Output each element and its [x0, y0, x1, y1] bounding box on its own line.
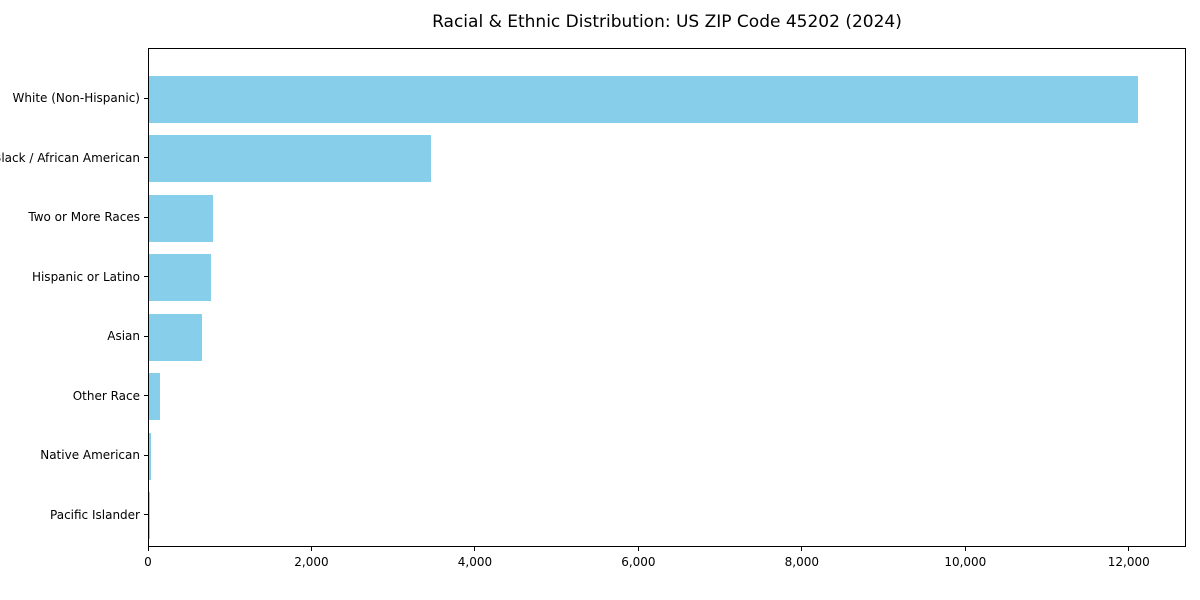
y-category-label: Pacific Islander: [50, 507, 140, 522]
x-tick-mark: [147, 547, 149, 551]
x-tick-label: 4,000: [457, 555, 493, 569]
bar-other-race: [149, 373, 160, 421]
x-tick-mark: [964, 547, 966, 551]
plot-area: [148, 48, 1186, 547]
x-tick-label: 10,000: [944, 555, 987, 569]
x-tick-label: 6,000: [621, 555, 656, 569]
x-tick-label: 12,000: [1107, 555, 1150, 569]
bar-white-non-hispanic: [149, 75, 1138, 123]
y-tick-mark: [144, 157, 148, 159]
bar-two-or-more-races: [149, 194, 213, 242]
y-category-label: Black / African American: [0, 150, 140, 165]
y-category-label: Native American: [40, 448, 140, 463]
bar-black-african-american: [149, 135, 431, 183]
x-tick-mark: [310, 547, 312, 551]
y-category-label: Asian: [107, 329, 140, 344]
y-category-label: Hispanic or Latino: [31, 269, 140, 284]
bar-native-american: [149, 432, 151, 480]
y-tick-mark: [144, 514, 148, 516]
x-tick-label: 8,000: [784, 555, 820, 569]
y-category-label: Two or More Races: [28, 210, 140, 225]
bar-hispanic-or-latino: [149, 254, 212, 302]
x-tick-label: 0: [144, 555, 152, 569]
x-tick-label: 2,000: [294, 555, 329, 569]
y-category-label: White (Non-Hispanic): [12, 91, 140, 105]
x-tick-mark: [801, 547, 803, 551]
y-tick-mark: [144, 395, 148, 397]
y-tick-mark: [144, 454, 148, 456]
y-tick-mark: [144, 97, 148, 99]
x-tick-mark: [1128, 547, 1130, 551]
chart-title: Racial & Ethnic Distribution: US ZIP Cod…: [432, 12, 902, 32]
y-category-label: Other Race: [72, 388, 140, 403]
x-tick-mark: [474, 547, 476, 551]
y-tick-mark: [144, 335, 148, 337]
y-tick-mark: [144, 216, 148, 218]
x-tick-mark: [637, 547, 639, 551]
bar-asian: [149, 313, 203, 361]
y-tick-mark: [144, 276, 148, 278]
